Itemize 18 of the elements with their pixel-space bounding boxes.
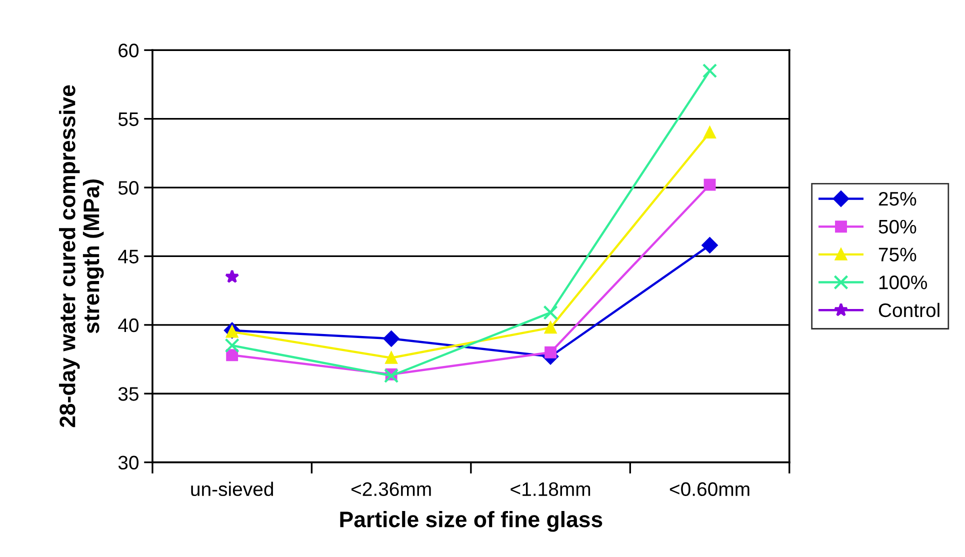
y-tick-label: 30 (118, 456, 139, 470)
x-axis-title: Particle size of fine glass (340, 510, 602, 532)
y-axis-title: 28-day water cured compressive strength (MPa) (59, 85, 104, 428)
legend-label: 25% (878, 192, 916, 206)
y-tick-label: 35 (118, 387, 138, 401)
legend-label: Control (878, 302, 940, 318)
x-tick-label: un-sieved (191, 482, 273, 496)
y-tick-label: 55 (118, 112, 138, 126)
y-tick-label: 40 (118, 318, 139, 332)
x-tick-label: <0.60mm (670, 482, 750, 496)
y-tick-label: 45 (118, 250, 138, 264)
legend-label: 100% (879, 276, 927, 290)
y-tick-label: 60 (118, 44, 139, 58)
x-tick-label: <1.18mm (510, 482, 590, 496)
y-tick-label: 50 (118, 180, 139, 195)
legend-label: 75% (878, 248, 916, 262)
legend-label: 50% (878, 220, 916, 234)
x-tick-label: <2.36mm (351, 482, 431, 496)
